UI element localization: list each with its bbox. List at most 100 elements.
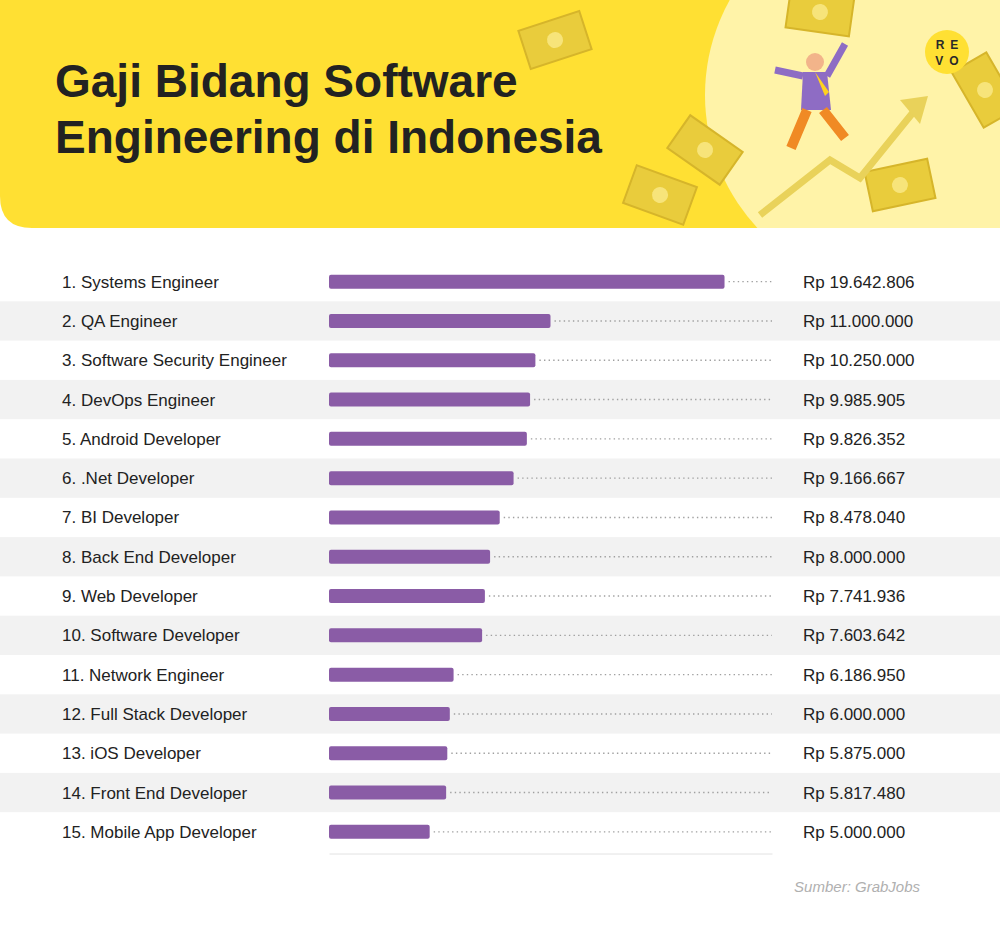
chart: REVO Gaji Bidang SoftwareEngineering di I…: [0, 0, 1000, 929]
bars: [329, 275, 725, 839]
data-label: Rp 6.186.950: [803, 666, 905, 685]
bill-coin: [545, 30, 565, 50]
bill-coin: [974, 79, 996, 101]
data-label: Rp 9.985.905: [803, 391, 905, 410]
logo-text: REVO: [935, 38, 964, 68]
money-bill: [865, 159, 936, 211]
data-label: Rp 9.166.667: [803, 469, 905, 488]
category-label: 1. Systems Engineer: [62, 273, 219, 292]
title: Gaji Bidang SoftwareEngineering di Indon…: [55, 55, 602, 163]
category-label: 14. Front End Developer: [62, 784, 248, 803]
category-label: 12. Full Stack Developer: [62, 705, 248, 724]
money-bill: [623, 165, 697, 224]
row-stripe: [0, 380, 1000, 419]
leader-line: [458, 674, 772, 675]
bar: [329, 746, 447, 760]
category-label: 5. Android Developer: [62, 430, 221, 449]
leader-line: [534, 399, 772, 400]
row-stripe: [0, 537, 1000, 576]
bill-body: [786, 0, 855, 36]
money-bill: [518, 11, 591, 69]
money-bill: [667, 115, 742, 184]
data-label: Rp 11.000.000: [803, 312, 913, 331]
money-bill: [786, 0, 855, 36]
trend-arrow: [760, 110, 915, 215]
figure: [775, 44, 845, 148]
bill-body: [865, 159, 936, 211]
leader-line: [504, 517, 772, 518]
category-label: 4. DevOps Engineer: [62, 391, 215, 410]
leader-line: [450, 792, 772, 793]
bar: [329, 393, 530, 407]
bill-coin: [811, 3, 829, 21]
leader-line: [729, 281, 772, 282]
figure-arms: [775, 44, 845, 76]
source: Sumber: GrabJobs: [794, 878, 920, 895]
row-stripe: [0, 694, 1000, 733]
row-stripe: [0, 616, 1000, 655]
bar: [329, 825, 430, 839]
bar: [329, 314, 551, 328]
leader-line: [518, 477, 772, 478]
data-label: Rp 5.875.000: [803, 744, 905, 763]
category-labels: 1. Systems Engineer 2. QA Engineer 3. Soft…: [62, 273, 287, 842]
data-label: Rp 10.250.000: [803, 351, 915, 370]
category-label: 10. Software Developer: [62, 626, 240, 645]
leader-line: [434, 831, 772, 832]
bar: [329, 707, 450, 721]
bar: [329, 432, 527, 446]
logo: REVO: [925, 30, 969, 74]
category-label: 7. BI Developer: [62, 508, 180, 527]
figure-legs: [791, 110, 845, 148]
data-label: Rp 9.826.352: [803, 430, 905, 449]
data-label: Rp 6.000.000: [803, 705, 905, 724]
leader-line: [486, 635, 772, 636]
logo-circle: [925, 30, 969, 74]
bar: [329, 786, 446, 800]
category-label: 11. Network Engineer: [62, 666, 225, 685]
bill-body: [518, 11, 591, 69]
leader-line: [454, 713, 772, 714]
category-label: 8. Back End Developer: [62, 548, 236, 567]
leader-line: [451, 753, 772, 754]
bar: [329, 510, 500, 524]
data-label: Rp 8.478.040: [803, 508, 905, 527]
leader-line: [494, 556, 772, 557]
bill-body: [667, 115, 742, 184]
leader-line: [539, 360, 772, 361]
row-stripe: [0, 773, 1000, 812]
header: [0, 0, 1000, 290]
trend-arrow-head: [900, 96, 928, 124]
leader-line: [489, 595, 772, 596]
leader-line: [555, 320, 773, 321]
category-label: 2. QA Engineer: [62, 312, 178, 331]
category-label: 13. iOS Developer: [62, 744, 201, 763]
data-label: Rp 19.642.806: [803, 273, 915, 292]
data-label: Rp 8.000.000: [803, 548, 905, 567]
bill-body: [623, 165, 697, 224]
data-label: Rp 7.741.936: [803, 587, 905, 606]
figure-head: [806, 53, 824, 71]
bar: [329, 550, 490, 564]
axis-line: [330, 854, 773, 855]
category-label: 6. .Net Developer: [62, 469, 195, 488]
data-labels: Rp 19.642.806 Rp 11.000.000 Rp 10.250.000 R…: [803, 273, 915, 842]
category-label: 3. Software Security Engineer: [62, 351, 287, 370]
bar: [329, 471, 514, 485]
bar: [329, 589, 485, 603]
bar: [329, 628, 482, 642]
row-stripe: [0, 301, 1000, 340]
row-stripe: [0, 459, 1000, 498]
category-label: 9. Web Developer: [62, 587, 198, 606]
data-label: Rp 5.817.480: [803, 784, 905, 803]
bar: [329, 275, 725, 289]
header-glow: [705, 0, 1000, 290]
bar: [329, 668, 454, 682]
bill-coin: [650, 185, 671, 206]
category-label: 15. Mobile App Developer: [62, 823, 257, 842]
x-axis: [330, 854, 773, 855]
figure-body: [801, 72, 831, 110]
data-label: Rp 7.603.642: [803, 626, 905, 645]
bar: [329, 353, 535, 367]
bill-coin: [694, 139, 716, 161]
